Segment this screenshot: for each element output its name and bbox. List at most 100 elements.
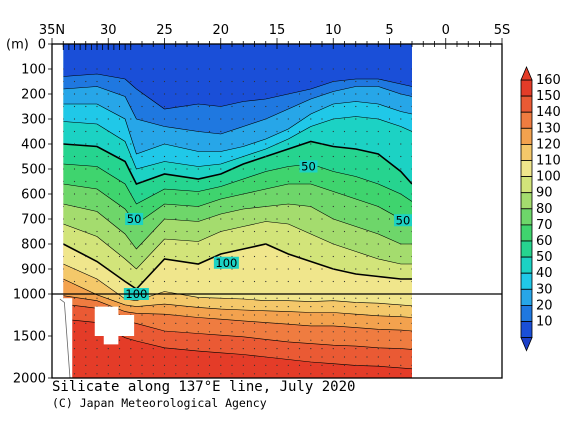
sample-dot (343, 255, 346, 258)
sample-dot (332, 331, 334, 333)
sample-dot (197, 356, 199, 358)
sample-dot (141, 255, 143, 258)
sample-dot (220, 306, 222, 308)
sample-dot (85, 314, 87, 316)
sample-dot (377, 230, 379, 233)
sample-dot (366, 143, 368, 145)
sample-dot (310, 130, 312, 133)
sample-dot (388, 314, 391, 316)
sample-dot (343, 280, 346, 283)
sample-dot (242, 130, 244, 133)
sample-dot (163, 356, 166, 358)
sample-dot (141, 356, 143, 358)
sample-dot (96, 356, 98, 358)
sample-dot (343, 130, 346, 133)
sample-dot (242, 364, 244, 366)
sample-dot (73, 168, 76, 170)
sample-dot (355, 322, 357, 324)
sample-dot (163, 193, 166, 195)
sample-dot (186, 130, 188, 133)
sample-dot (152, 168, 154, 170)
sample-dot (152, 314, 154, 316)
sample-dot (366, 218, 368, 220)
sample-dot (253, 143, 256, 145)
sample-dot (141, 143, 143, 145)
sample-dot (253, 168, 256, 170)
x-tick-label: 25 (156, 23, 173, 38)
sample-dot (377, 356, 379, 358)
sample-dot (163, 143, 166, 145)
sample-dot (107, 297, 109, 299)
colorbar-top-arrow (520, 65, 533, 81)
sample-dot (276, 322, 278, 324)
sample-dot (242, 348, 244, 350)
sample-dot (366, 93, 368, 95)
sample-dot (96, 105, 98, 108)
sample-dot (343, 306, 346, 308)
sample-dot (85, 230, 87, 233)
sample-dot (163, 255, 166, 258)
sample-dot (343, 322, 346, 324)
sample-dot (197, 306, 199, 308)
sample-dot (332, 364, 334, 366)
sample-dot (298, 268, 301, 270)
sample-dot (377, 118, 379, 120)
sample-dot (85, 297, 87, 299)
sample-dot (366, 130, 368, 133)
sample-dot (231, 105, 233, 108)
sample-dot (163, 168, 166, 170)
sample-dot (265, 93, 267, 95)
colorbar-segment (520, 208, 533, 226)
sample-dot (186, 105, 188, 108)
sample-dot (377, 339, 379, 341)
sample-dot (152, 356, 154, 358)
sample-dot (73, 268, 76, 270)
sample-dot (287, 118, 289, 120)
sample-dot (96, 297, 98, 299)
sample-dot (197, 193, 199, 195)
sample-dot (377, 364, 379, 366)
sample-dot (130, 268, 132, 270)
sample-dot (220, 314, 222, 316)
sample-dot (73, 243, 76, 245)
sample-dot (186, 339, 188, 341)
sample-dot (231, 143, 233, 145)
sample-dot (197, 230, 199, 233)
colorbar-segment (520, 240, 533, 258)
sample-dot (377, 105, 379, 108)
sample-dot (310, 297, 312, 299)
sample-dot (208, 230, 211, 233)
sample-dot (186, 364, 188, 366)
sample-dot (265, 348, 267, 350)
sample-dot (163, 339, 166, 341)
sample-dot (332, 356, 334, 358)
sample-dot (208, 168, 211, 170)
sample-dot (242, 155, 244, 158)
sample-dot (231, 205, 233, 208)
sample-dot (321, 331, 323, 333)
sample-dot (163, 243, 166, 245)
sample-dot (265, 130, 267, 133)
sample-dot (253, 322, 256, 324)
sample-dot (231, 93, 233, 95)
x-tick-label: 30 (100, 23, 117, 38)
sample-dot (310, 268, 312, 270)
sample-dot (377, 322, 379, 324)
sample-dot (96, 280, 98, 283)
sample-dot (220, 280, 222, 283)
sample-dot (298, 130, 301, 133)
sample-dot (400, 268, 402, 270)
sample-dot (220, 364, 222, 366)
sample-dot (343, 180, 346, 183)
sample-dot (377, 80, 379, 83)
sample-dot (276, 306, 278, 308)
sample-dot (366, 118, 368, 120)
x-tick-label: 0 (442, 23, 450, 38)
sample-dot (321, 193, 323, 195)
sample-dot (298, 364, 301, 366)
sample-dot (253, 93, 256, 95)
sample-dot (287, 306, 289, 308)
sample-dot (355, 193, 357, 195)
sample-dot (130, 364, 132, 366)
sample-dot (197, 93, 199, 95)
